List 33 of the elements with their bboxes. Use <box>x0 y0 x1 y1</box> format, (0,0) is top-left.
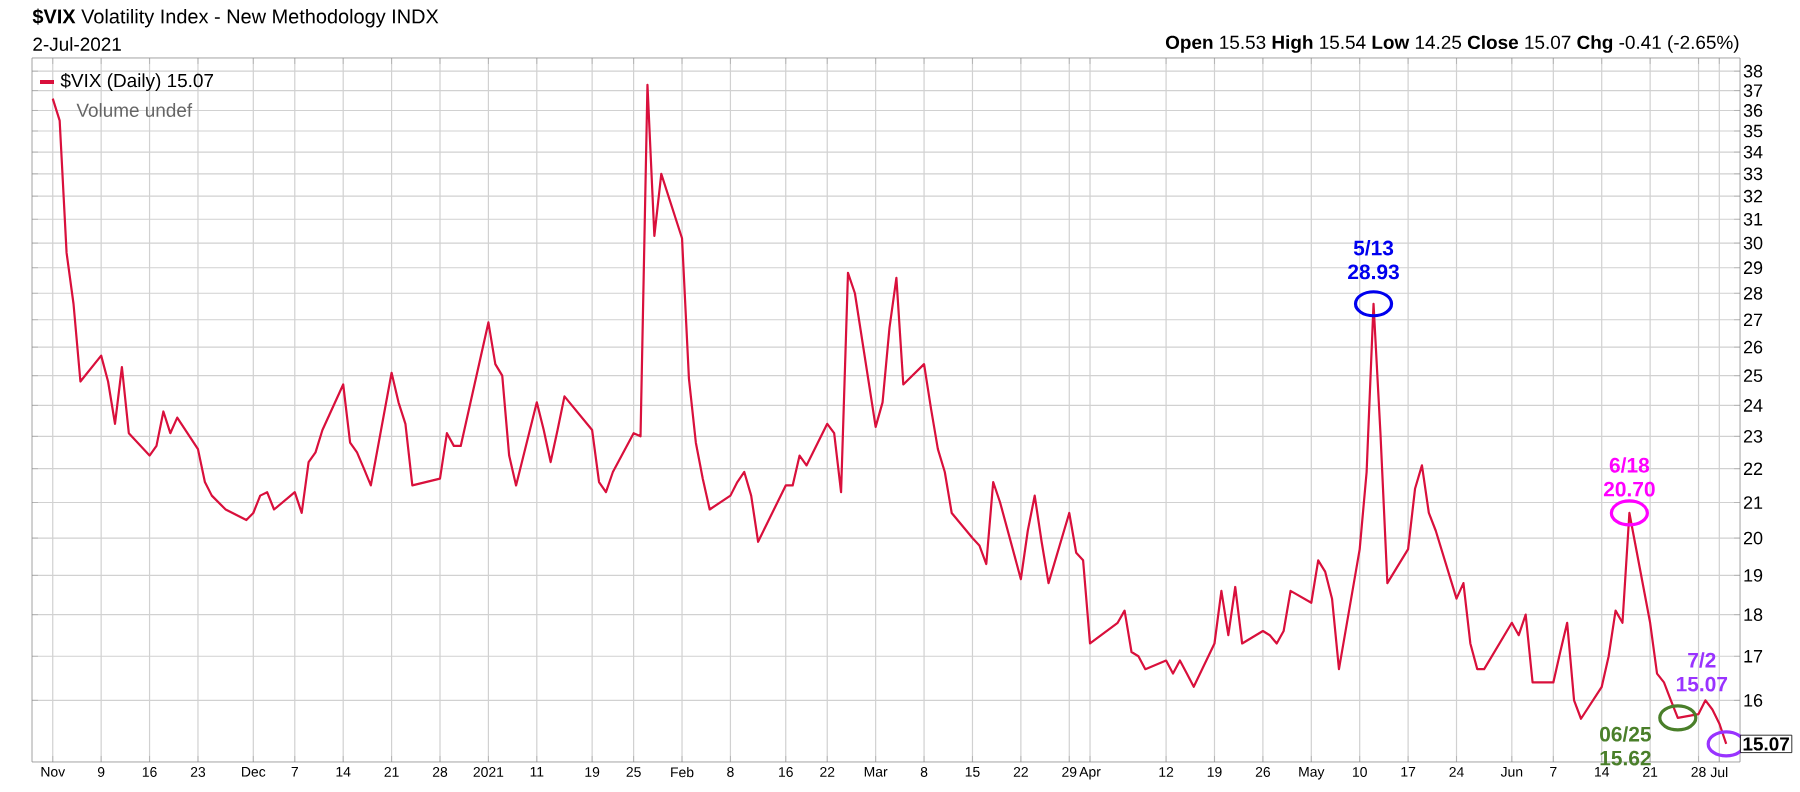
y-tick-label: 18 <box>1744 608 1763 622</box>
y-tick-label: 21 <box>1743 496 1763 509</box>
y-tick-label: 25 <box>1743 369 1763 383</box>
y-tick-label: 16 <box>1744 693 1763 707</box>
annotation: 06/25 15.62 <box>1600 726 1651 766</box>
annotation: Volume undef <box>76 103 193 117</box>
annotation: 5/13 28.93 <box>1348 240 1399 280</box>
chart-title: $VIX Volatility Index - New Methodology INDX <box>32 8 439 28</box>
y-tick-label: 33 <box>1743 167 1763 181</box>
y-tick-label: 35 <box>1743 124 1763 138</box>
y-tick-label: 27 <box>1743 313 1763 326</box>
y-tick-label: 20 <box>1743 531 1763 545</box>
y-tick-label: 30 <box>1743 236 1763 250</box>
annotation: 7/2 15.07 <box>1676 652 1728 692</box>
text: 15.07 <box>1743 737 1789 751</box>
y-tick-label: 28 <box>1743 286 1763 300</box>
legend-label: $VIX (Daily) 15.07 <box>60 73 214 91</box>
text: Open 15.53 High 15.54 Low 14.25 Close 15.07 Chg -0.41 (-2.65%) <box>1165 35 1739 53</box>
y-tick-label: 22 <box>1743 462 1763 475</box>
y-tick-label: 26 <box>1743 340 1763 354</box>
y-tick-label: 32 <box>1743 189 1763 203</box>
y-tick-label: 36 <box>1743 104 1763 117</box>
y-tick-label: 37 <box>1743 84 1763 97</box>
chart-subtitle: 2-Jul-2021 <box>33 37 121 51</box>
y-tick-label: 23 <box>1743 429 1763 443</box>
y-tick-label: 24 <box>1743 399 1763 412</box>
annotation: 6/18 20.70 <box>1603 457 1655 497</box>
y-tick-label: 19 <box>1744 569 1763 582</box>
y-tick-label: 31 <box>1743 212 1763 226</box>
y-tick-label: 34 <box>1743 145 1763 159</box>
y-tick-label: 17 <box>1744 650 1763 663</box>
y-tick-label: 29 <box>1743 261 1763 275</box>
y-tick-label: 38 <box>1743 64 1763 78</box>
